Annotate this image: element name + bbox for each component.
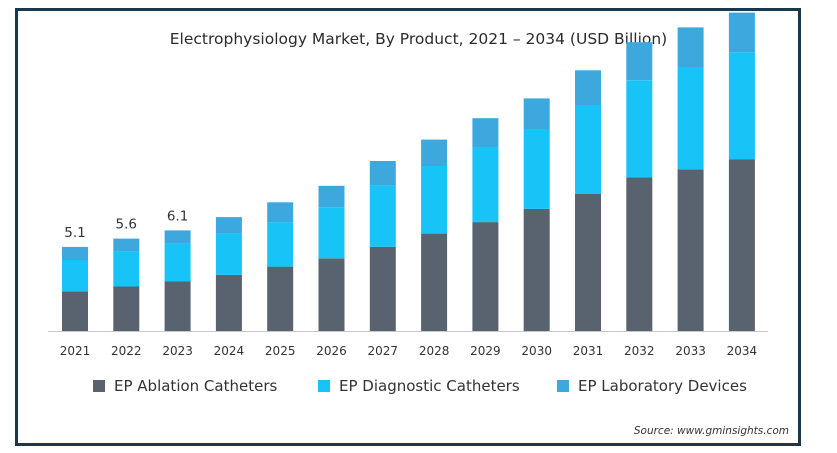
bar-segment-2021-s2 (62, 246, 88, 261)
bar-segment-2028-s2 (421, 139, 448, 166)
x-tick-label-2027: 2027 (368, 344, 399, 358)
x-tick-label-2030: 2030 (521, 344, 552, 358)
legend-swatch-laboratory (557, 380, 569, 392)
bar-segment-2024-s1 (215, 233, 242, 275)
bar-segment-2029-s1 (472, 147, 499, 223)
bar-segment-2024-s0 (215, 274, 242, 331)
bar-segment-2025-s1 (267, 222, 294, 267)
x-tick-label-2026: 2026 (316, 344, 347, 358)
x-tick-label-2025: 2025 (265, 344, 296, 358)
bar-segment-2022-s1 (113, 251, 140, 287)
bar-segment-2024-s2 (215, 217, 242, 234)
bar-segment-2032-s2 (626, 42, 653, 81)
bar-segment-2023-s1 (164, 243, 191, 282)
bar-segment-2030-s0 (523, 208, 550, 331)
bar-segment-2026-s2 (318, 185, 345, 208)
legend-item-ablation-catheters: EP Ablation Catheters (93, 377, 277, 395)
legend-swatch-ablation (93, 380, 105, 392)
data-label-2021: 5.1 (64, 225, 85, 241)
x-tick-label-2033: 2033 (675, 344, 706, 358)
bar-segment-2025-s0 (267, 266, 294, 331)
bar-segment-2022-s0 (113, 286, 140, 331)
bar-segment-2029-s2 (472, 118, 499, 148)
x-tick-label-2024: 2024 (214, 344, 245, 358)
bar-segment-2033-s1 (677, 67, 704, 170)
bar-segment-2030-s2 (523, 98, 550, 130)
bar-segment-2027-s0 (369, 246, 396, 331)
bar-segment-2031-s0 (575, 194, 601, 331)
data-label-2023: 6.1 (167, 208, 188, 224)
legend-swatch-diagnostic (318, 380, 330, 392)
bar-segment-2031-s1 (575, 104, 601, 194)
bar-segment-2028-s0 (421, 233, 448, 331)
data-label-2022: 5.6 (116, 217, 137, 233)
legend-label-diagnostic: EP Diagnostic Catheters (339, 377, 520, 395)
legend-label-laboratory: EP Laboratory Devices (578, 377, 747, 395)
legend-item-laboratory-devices: EP Laboratory Devices (557, 377, 747, 395)
bar-segment-2032-s0 (626, 177, 653, 331)
chart-title: Electrophysiology Market, By Product, 20… (169, 30, 668, 48)
x-tick-label-2031: 2031 (573, 344, 604, 358)
bar-segment-2021-s0 (62, 291, 88, 331)
bar-segment-2026-s1 (318, 207, 345, 259)
bar-segment-2031-s2 (575, 70, 601, 105)
bar-segment-2029-s0 (472, 222, 499, 331)
x-tick-label-2028: 2028 (419, 344, 450, 358)
source-note: Source: www.gminsights.com (633, 425, 789, 437)
bar-segment-2021-s1 (62, 260, 88, 292)
x-tick-label-2032: 2032 (624, 344, 655, 358)
bar-segment-2033-s0 (677, 169, 704, 331)
legend-item-diagnostic-catheters: EP Diagnostic Catheters (318, 377, 520, 395)
chart-frame (15, 8, 801, 446)
bar-segment-2027-s1 (369, 185, 396, 247)
bar-segment-2023-s2 (164, 230, 191, 244)
x-tick-label-2021: 2021 (60, 344, 91, 358)
bar-segment-2027-s2 (369, 161, 396, 186)
chart-legend: EP Ablation Catheters EP Diagnostic Cath… (0, 377, 837, 399)
bar-segment-2034-s2 (728, 12, 755, 53)
bar-segment-2025-s2 (267, 202, 294, 223)
bar-segment-2034-s0 (728, 159, 755, 331)
bar-segment-2022-s2 (113, 238, 140, 252)
legend-label-ablation: EP Ablation Catheters (114, 377, 278, 395)
bar-segment-2034-s1 (728, 52, 755, 160)
bar-segment-2028-s1 (421, 166, 448, 234)
x-tick-label-2022: 2022 (111, 344, 142, 358)
x-tick-label-2034: 2034 (727, 344, 758, 358)
x-tick-label-2029: 2029 (470, 344, 501, 358)
x-tick-label-2023: 2023 (162, 344, 193, 358)
bar-segment-2032-s1 (626, 80, 653, 178)
bar-segment-2033-s2 (677, 27, 704, 67)
bar-segment-2030-s1 (523, 129, 550, 209)
bar-segment-2026-s0 (318, 258, 345, 331)
bar-segment-2023-s0 (164, 281, 191, 331)
